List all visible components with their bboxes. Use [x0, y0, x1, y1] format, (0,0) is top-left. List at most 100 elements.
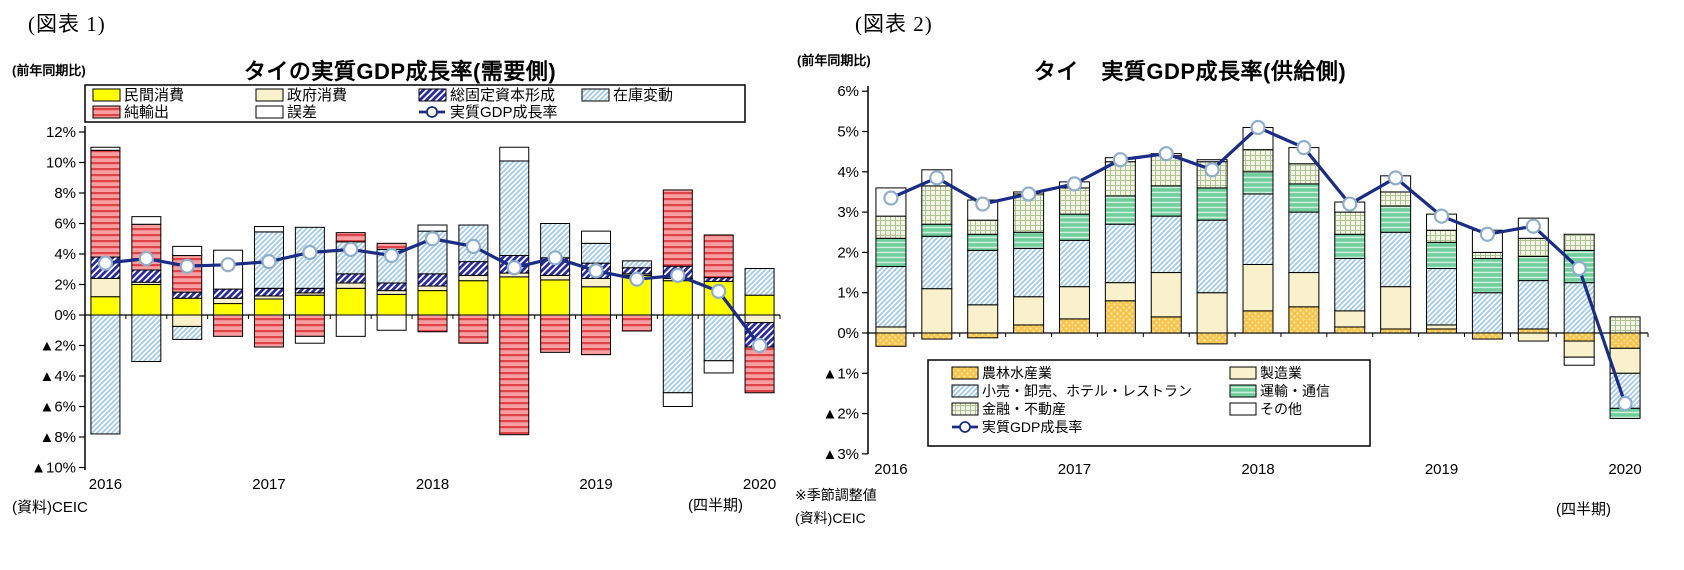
bar-segment: [335, 314, 366, 337]
x-year-label: 2016: [874, 461, 907, 478]
bar-segment: [967, 304, 999, 334]
bar-segment: [540, 279, 571, 316]
bar-segment: [294, 287, 325, 294]
gdp-line-marker: [179, 258, 195, 274]
bar-segment: [581, 314, 612, 356]
bar-segment: [703, 234, 734, 279]
bar-segment: [662, 280, 693, 316]
legend-label: 運輸・通信: [1260, 383, 1330, 399]
x-year-label: 2016: [89, 476, 122, 493]
y-tick-label: 1%: [837, 285, 859, 302]
bar-segment: [921, 185, 953, 225]
bar-segment: [1426, 229, 1458, 243]
gdp-line-marker: [343, 241, 359, 258]
bar-segment: [662, 392, 693, 407]
legend-label: 実質GDP成長率: [982, 419, 1082, 435]
bar-segment: [1563, 332, 1595, 342]
bar-segment: [1563, 340, 1595, 358]
legend-label: 総固定資本形成: [450, 87, 555, 104]
bar-segment: [417, 290, 448, 316]
gdp-line-marker: [588, 263, 604, 279]
gdp-line-marker: [1204, 162, 1220, 178]
x-year-label: 2017: [1058, 461, 1091, 478]
gdp-line-marker: [751, 337, 768, 354]
bar-segment: [335, 273, 366, 284]
bar-segment: [1563, 282, 1595, 334]
bar-segment: [335, 287, 366, 316]
bar-segment: [921, 235, 953, 290]
bar-segment: [131, 314, 162, 363]
bar-segment: [213, 314, 244, 337]
y-tick-label: ▲2%: [39, 338, 76, 355]
bar-segment: [1150, 185, 1182, 217]
bar-segment: [1334, 310, 1366, 328]
bar-segment: [1242, 310, 1274, 334]
bar-segment: [294, 335, 325, 344]
bar-segment: [131, 216, 162, 225]
bar-segment: [1242, 149, 1274, 173]
y-tick-label: 2%: [54, 277, 76, 294]
bar-segment: [131, 284, 162, 316]
gdp-line-marker: [670, 267, 686, 283]
bars: [90, 146, 775, 436]
chart1-title: タイの実質GDP成長率(需要側): [243, 59, 557, 84]
gdp-line-marker: [883, 190, 899, 206]
gdp-line-marker: [1433, 208, 1450, 224]
bar-segment: [1609, 316, 1641, 334]
bar-segment: [1563, 233, 1595, 251]
bar-segment: [1288, 211, 1320, 274]
bar-segment: [1288, 163, 1320, 185]
bar-segment: [1334, 211, 1366, 235]
legend-line-marker: [426, 106, 438, 118]
bar-segment: [1013, 247, 1045, 298]
gdp-line-marker: [1112, 152, 1128, 168]
bar-segment: [1471, 292, 1503, 334]
legend-label: 政府消費: [287, 87, 347, 104]
legend-swatch: [418, 88, 447, 102]
bar-segment: [376, 282, 407, 292]
x-year-label: 2020: [1608, 461, 1641, 478]
gdp-line-marker: [1617, 395, 1633, 412]
bar-segment: [90, 296, 121, 316]
bar-segment: [1150, 272, 1182, 318]
bar-segment: [967, 219, 999, 235]
bar-segment: [213, 288, 244, 299]
bar-segment: [253, 298, 284, 316]
bar-segment: [875, 326, 907, 334]
bar-segment: [172, 314, 203, 327]
legend-label: その他: [1260, 401, 1302, 417]
gdp-line-marker: [1479, 226, 1496, 242]
gdp-line-marker: [1250, 119, 1266, 136]
bar-segment: [1013, 296, 1045, 326]
bar-segment: [1150, 316, 1182, 334]
bar-segment: [967, 233, 999, 251]
bar-segment: [621, 260, 652, 269]
gdp-line-marker: [1571, 260, 1587, 277]
bar-segment: [1426, 241, 1458, 270]
y-tick-label: 5%: [837, 124, 859, 141]
bar-segment: [417, 273, 448, 287]
bar-segment: [1517, 280, 1549, 330]
bar-segment: [335, 282, 366, 289]
bar-segment: [417, 285, 448, 292]
legend-swatch: [1229, 402, 1257, 416]
bar-segment: [1334, 326, 1366, 334]
legend-swatch: [1229, 384, 1257, 398]
bar-segment: [662, 189, 693, 267]
figure2-axis-note: (前年同期比): [797, 53, 871, 68]
bar-segment: [1058, 286, 1090, 320]
bar-segment: [458, 314, 489, 344]
gdp-line-marker: [929, 170, 945, 186]
bar-segment: [744, 267, 775, 296]
bar-segment: [499, 276, 530, 316]
bar-segment: [172, 245, 203, 257]
chart2-title: タイ 実質GDP成長率(供給側): [1033, 59, 1347, 84]
bar-segment: [458, 280, 489, 316]
bar-segment: [703, 360, 734, 374]
bar-segment: [581, 242, 612, 264]
legend-label: 農林水産業: [982, 365, 1052, 381]
x-year-label: 2019: [579, 476, 612, 493]
bar-segment: [1471, 332, 1503, 340]
